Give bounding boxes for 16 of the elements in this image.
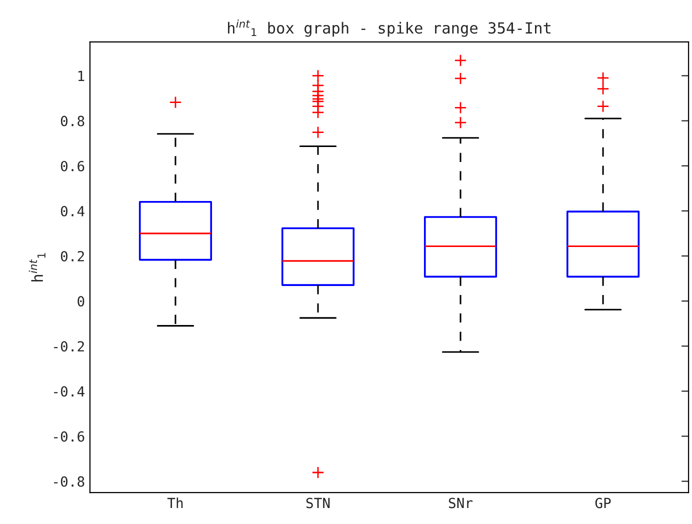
- y-tick-label: 1: [78, 70, 84, 82]
- chart-title: h$^{int}$$_{1}$ box graph - spike range 354-Int: [228, 20, 550, 37]
- x-tick-label: GP: [595, 498, 611, 508]
- x-tick-label: STN: [306, 498, 330, 508]
- y-tick-label: 0.2: [60, 250, 84, 262]
- y-tick-label: 0: [78, 296, 84, 307]
- y-tick-label: -0.6: [54, 431, 84, 442]
- x-tick-label: Th: [167, 497, 183, 508]
- y-tick-label: 0.6: [60, 160, 84, 172]
- y-tick-label: -0.8: [54, 476, 84, 487]
- x-tick-label: SNr: [448, 498, 473, 508]
- y-tick-label: -0.2: [54, 341, 84, 352]
- y-tick-label: 0.4: [60, 206, 84, 216]
- y-tick-label: -0.4: [54, 386, 84, 397]
- y-tick-label: 0.8: [60, 116, 84, 126]
- y-axis-title: h$^{int}$$_{1}$: [28, 253, 46, 282]
